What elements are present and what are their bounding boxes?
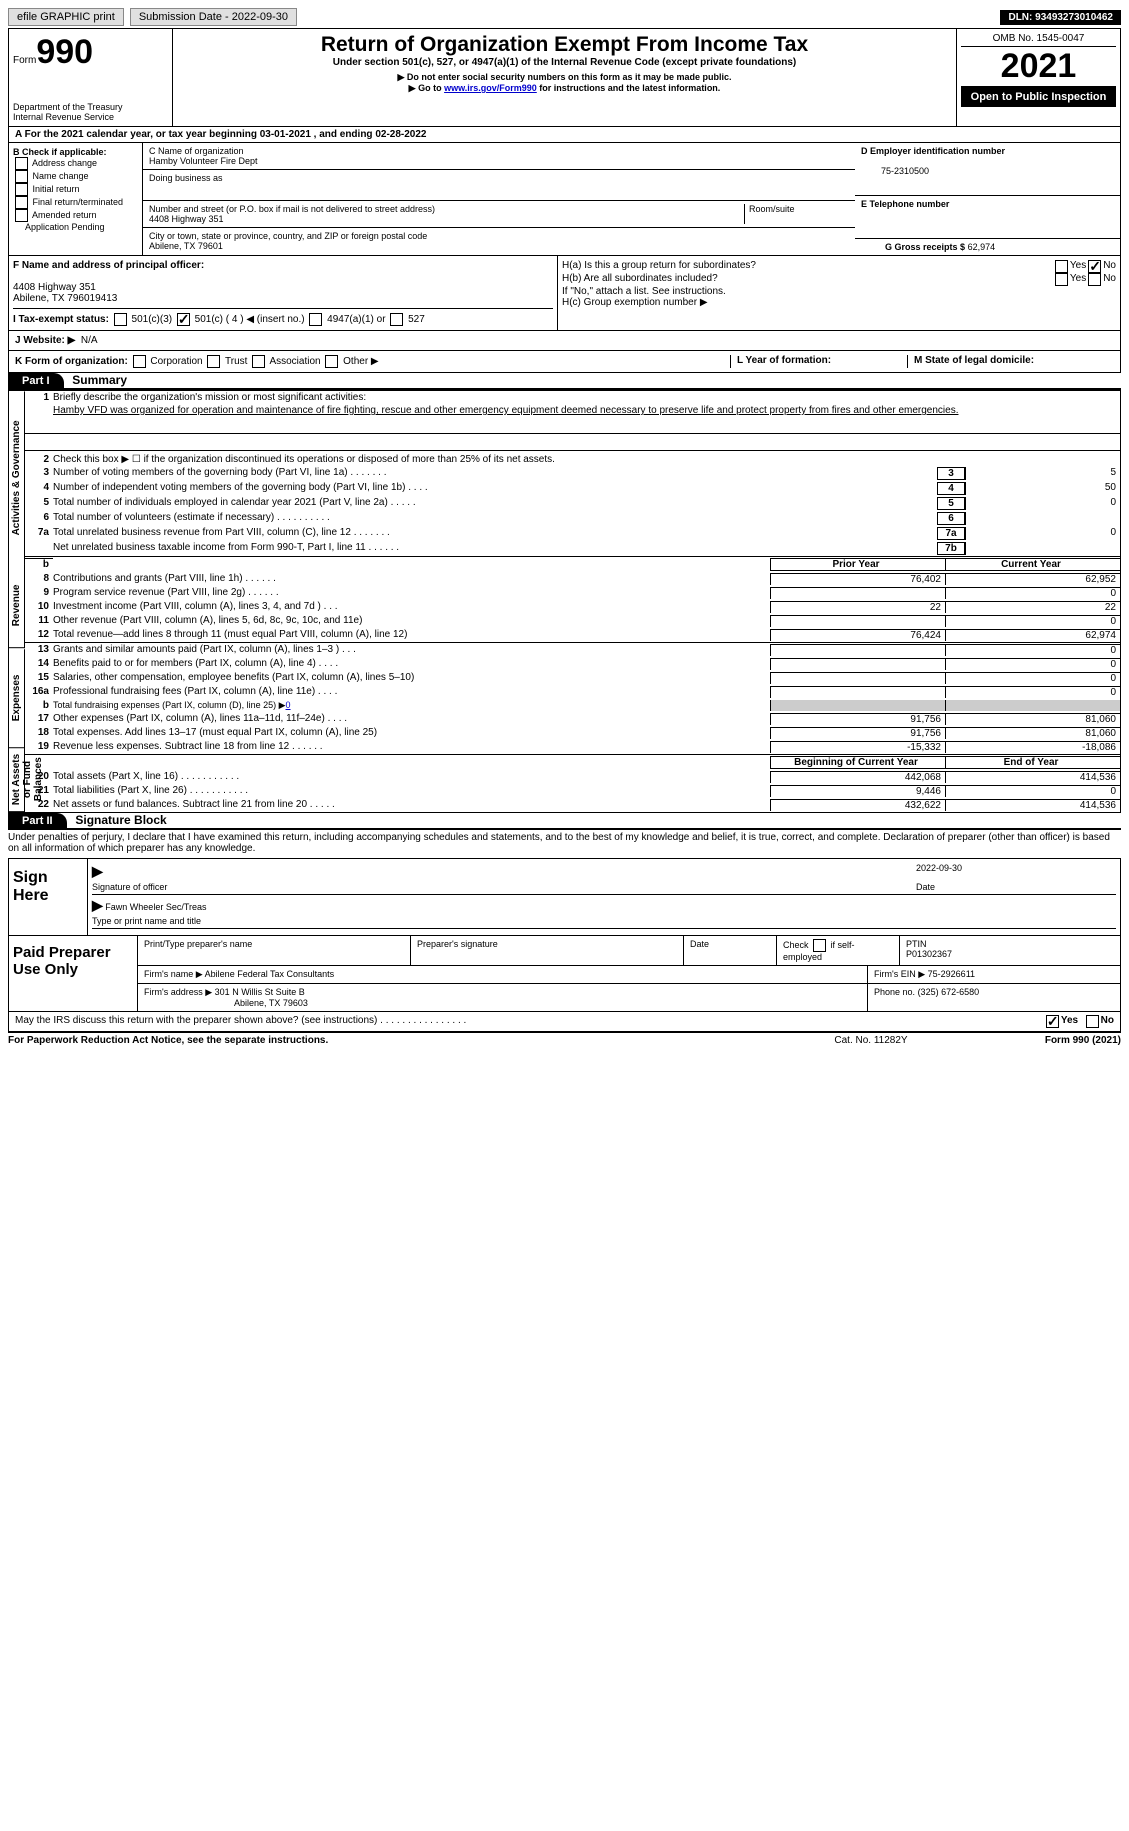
org-city: Abilene, TX 79601 xyxy=(149,241,223,251)
subtitle: Under section 501(c), 527, or 4947(a)(1)… xyxy=(177,57,952,68)
ptin: P01302367 xyxy=(906,949,952,959)
ha-no[interactable] xyxy=(1088,260,1101,273)
k-corp[interactable] xyxy=(133,355,146,368)
instr-link-row: ▶ Go to www.irs.gov/Form990 for instruct… xyxy=(177,83,952,94)
chk-4947[interactable] xyxy=(309,313,322,326)
tax-year: 2021 xyxy=(961,47,1116,87)
k-trust[interactable] xyxy=(207,355,220,368)
form-footer: Form 990 (2021) xyxy=(971,1035,1121,1046)
block-bcde: B Check if applicable: Address change Na… xyxy=(8,143,1121,256)
open-inspection: Open to Public Inspection xyxy=(961,87,1116,107)
irs-link[interactable]: www.irs.gov/Form990 xyxy=(444,83,537,93)
topbar: efile GRAPHIC print Submission Date - 20… xyxy=(8,8,1121,26)
section-netassets: Beginning of Current Year End of Year 20… xyxy=(25,755,1120,812)
submission-date: Submission Date - 2022-09-30 xyxy=(130,8,297,26)
side-expenses: Expenses xyxy=(9,649,25,748)
summary: Activities & Governance Revenue Expenses… xyxy=(8,390,1121,813)
chk-selfemployed[interactable] xyxy=(813,939,826,952)
hb-no[interactable] xyxy=(1088,273,1101,286)
fundraising-link[interactable]: 0 xyxy=(286,700,291,710)
k-assoc[interactable] xyxy=(252,355,265,368)
form-number: 990 xyxy=(36,33,93,71)
chk-amended[interactable] xyxy=(15,209,28,222)
box-de: D Employer identification number 75-2310… xyxy=(855,143,1120,255)
firm-ein: 75-2926611 xyxy=(928,969,975,979)
firm-phone: (325) 672-6580 xyxy=(918,987,980,997)
org-address: 4408 Highway 351 xyxy=(149,214,224,224)
org-name: Hamby Volunteer Fire Dept xyxy=(149,156,258,166)
form-header: Form990 Department of the Treasury Inter… xyxy=(8,28,1121,127)
section-revenue: b Prior Year Current Year 8Contributions… xyxy=(25,557,1120,643)
officer-name: Fawn Wheeler Sec/Treas xyxy=(105,902,206,912)
row-j: J Website: ▶ N/A xyxy=(8,331,1121,351)
box-b: B Check if applicable: Address change Na… xyxy=(9,143,143,255)
firm-name: Abilene Federal Tax Consultants xyxy=(205,969,334,979)
row-a: A For the 2021 calendar year, or tax yea… xyxy=(8,127,1121,143)
discuss-no[interactable] xyxy=(1086,1015,1099,1028)
mission: Hamby VFD was organized for operation an… xyxy=(53,405,1120,416)
sign-here-block: Sign Here ▶ 2022-09-30 Signature of offi… xyxy=(8,858,1121,936)
efile-badge: efile GRAPHIC print xyxy=(8,8,124,26)
chk-address[interactable] xyxy=(15,157,28,170)
box-h: H(a) Is this a group return for subordin… xyxy=(558,256,1120,330)
side-activities: Activities & Governance xyxy=(9,391,25,564)
section-expenses: 13Grants and similar amounts paid (Part … xyxy=(25,643,1120,755)
box-c: C Name of organization Hamby Volunteer F… xyxy=(143,143,855,255)
chk-527[interactable] xyxy=(390,313,403,326)
chk-501c3[interactable] xyxy=(114,313,127,326)
chk-initial[interactable] xyxy=(15,183,28,196)
chk-name[interactable] xyxy=(15,170,28,183)
discuss-row: May the IRS discuss this return with the… xyxy=(8,1012,1121,1032)
chk-501c[interactable] xyxy=(177,313,190,326)
section-activities: 1Briefly describe the organization's mis… xyxy=(25,391,1120,557)
sig-date: 2022-09-30 xyxy=(916,863,1116,880)
sig-intro: Under penalties of perjury, I declare th… xyxy=(8,830,1121,856)
form-word: Form xyxy=(13,55,36,66)
block-fh: F Name and address of principal officer:… xyxy=(8,256,1121,331)
instr-ssn: ▶ Do not enter social security numbers o… xyxy=(177,72,952,83)
dln: DLN: 93493273010462 xyxy=(1000,10,1121,25)
website: N/A xyxy=(81,335,98,346)
main-title: Return of Organization Exempt From Incom… xyxy=(177,33,952,57)
side-revenue: Revenue xyxy=(9,564,25,648)
hb-yes[interactable] xyxy=(1055,273,1068,286)
ha-yes[interactable] xyxy=(1055,260,1068,273)
gross-receipts: 62,974 xyxy=(968,242,996,252)
ein: 75-2310500 xyxy=(881,166,929,176)
omb-number: OMB No. 1545-0047 xyxy=(961,33,1116,47)
discuss-yes[interactable] xyxy=(1046,1015,1059,1028)
chk-final[interactable] xyxy=(15,196,28,209)
dept-treasury: Department of the Treasury xyxy=(13,102,168,112)
part-ii-header: Part II Signature Block xyxy=(8,813,1121,829)
part-i-header: Part I Summary xyxy=(8,373,1121,389)
irs-label: Internal Revenue Service xyxy=(13,112,168,122)
box-f: F Name and address of principal officer:… xyxy=(9,256,558,330)
paid-preparer-block: Paid Preparer Use Only Print/Type prepar… xyxy=(8,936,1121,1012)
footer: For Paperwork Reduction Act Notice, see … xyxy=(8,1032,1121,1046)
k-other[interactable] xyxy=(325,355,338,368)
side-netassets: Net Assets or Fund Balances xyxy=(9,748,25,812)
row-k: K Form of organization: Corporation Trus… xyxy=(8,351,1121,373)
